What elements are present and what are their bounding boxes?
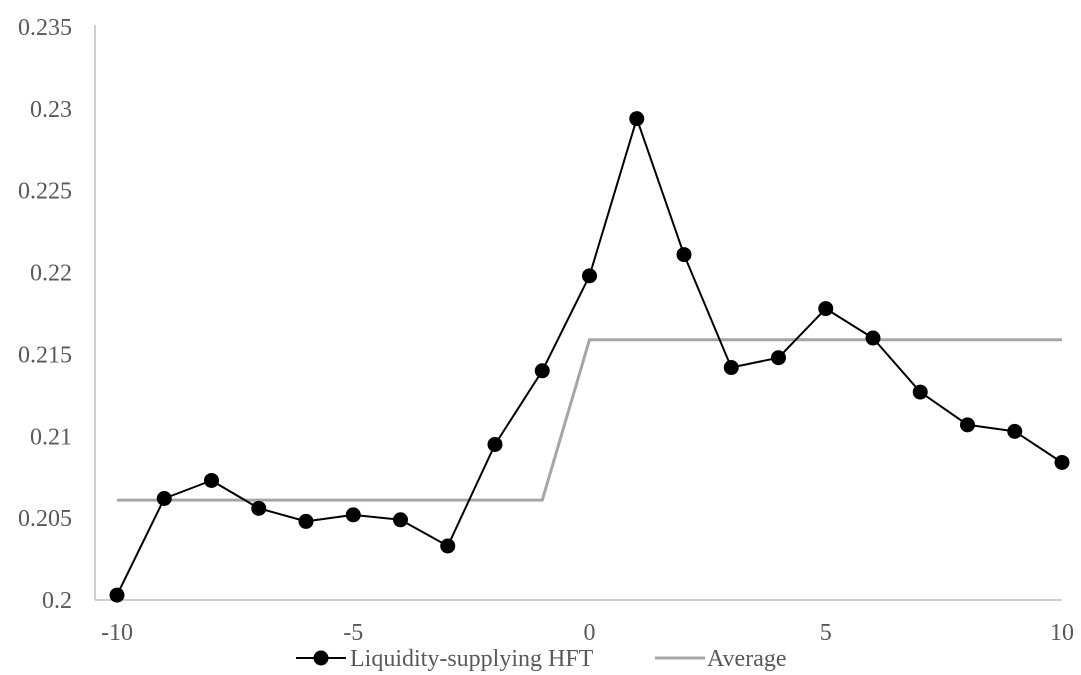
data-point — [204, 472, 219, 488]
data-point — [818, 301, 834, 317]
y-tick-label: 0.215 — [18, 342, 72, 368]
legend: Liquidity-supplying HFT Average — [296, 646, 787, 672]
legend-label: Liquidity-supplying HFT — [350, 646, 594, 672]
series-average — [117, 338, 1062, 502]
data-point — [723, 360, 739, 376]
x-tick-label: -5 — [343, 620, 363, 646]
series-liquidity-supplying-hft — [109, 111, 1070, 603]
legend-marker — [313, 650, 329, 666]
data-point — [865, 330, 881, 346]
data-point — [393, 512, 408, 528]
x-tick-label: 5 — [820, 620, 832, 646]
series-line — [116, 117, 1063, 596]
plot-area — [109, 111, 1070, 603]
series-line — [117, 338, 1062, 502]
data-point — [771, 350, 786, 366]
x-tick-label: 0 — [584, 620, 596, 646]
data-point — [1007, 423, 1023, 439]
data-point — [629, 111, 645, 127]
data-point — [676, 247, 692, 263]
x-tick-label: -10 — [101, 620, 133, 646]
x-axis: -10 -5 0 5 10 — [95, 599, 1074, 646]
legend-item-liquidity-supplying-hft: Liquidity-supplying HFT — [296, 646, 594, 672]
data-point — [298, 513, 314, 529]
data-point — [345, 507, 361, 523]
data-point — [109, 587, 125, 603]
x-tick-label: 10 — [1050, 620, 1074, 646]
y-tick-label: 0.23 — [30, 97, 72, 123]
data-point — [912, 384, 928, 400]
y-tick-label: 0.225 — [18, 179, 72, 205]
data-point — [534, 363, 550, 379]
legend-label: Average — [707, 646, 787, 672]
y-tick-label: 0.205 — [18, 506, 72, 532]
data-point — [582, 268, 597, 284]
data-point — [440, 538, 456, 554]
y-tick-label: 0.2 — [42, 588, 72, 614]
y-tick-label: 0.21 — [30, 424, 72, 450]
y-tick-label: 0.22 — [30, 261, 72, 287]
y-axis: 0.2 0.205 0.21 0.215 0.22 0.225 0.23 0.235 — [18, 15, 96, 614]
data-point — [960, 417, 975, 433]
data-point — [1054, 454, 1070, 470]
legend-item-average: Average — [655, 646, 787, 672]
data-point — [251, 500, 267, 516]
data-point — [156, 490, 172, 506]
data-point — [487, 436, 503, 452]
y-tick-label: 0.235 — [18, 15, 72, 41]
